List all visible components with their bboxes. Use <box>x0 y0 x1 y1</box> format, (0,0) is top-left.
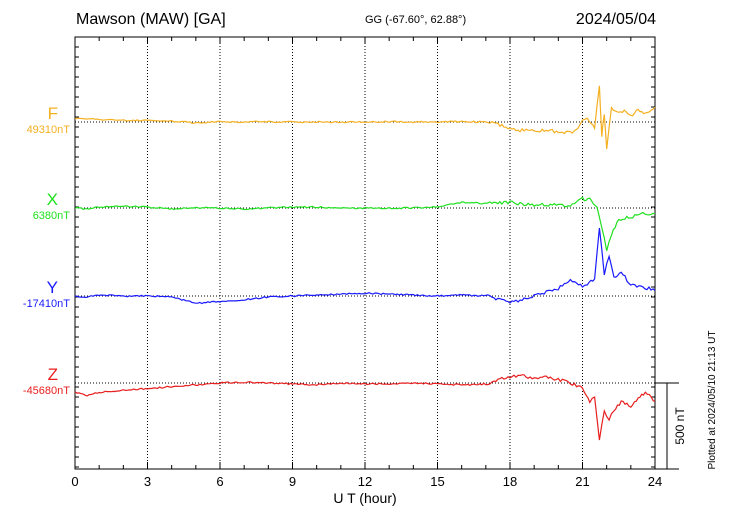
x-tick-label-15: 15 <box>430 474 444 489</box>
series-name-F: F <box>47 104 58 123</box>
x-tick-label-3: 3 <box>144 474 151 489</box>
x-tick-label-24: 24 <box>648 474 662 489</box>
series-line-F <box>74 85 656 150</box>
series-line-X <box>74 196 655 251</box>
station-title: Mawson (MAW) [GA] <box>76 11 226 28</box>
x-tick-label-9: 9 <box>289 474 296 489</box>
series-baseline-F: 49310nT <box>26 124 70 136</box>
series-baseline-Z: -45680nT <box>22 385 70 397</box>
series-name-X: X <box>46 190 58 209</box>
series-baseline-Y: -17410nT <box>22 298 70 310</box>
x-tick-label-21: 21 <box>575 474 589 489</box>
x-axis-label: U T (hour) <box>333 490 396 506</box>
x-tick-label-12: 12 <box>358 474 372 489</box>
coordinates-label: GG (-67.60°, 62.88°) <box>365 14 467 26</box>
date-label: 2024/05/04 <box>575 11 656 28</box>
series-name-Z: Z <box>47 365 58 384</box>
plotted-at-note: Plotted at 2024/05/10 21:13 UT <box>707 331 718 470</box>
series-baseline-X: 6380nT <box>32 210 70 222</box>
axis-ticks <box>74 36 656 469</box>
series-line-Z <box>74 374 656 441</box>
series-line-Y <box>74 227 656 305</box>
x-tick-labels: 0 3 6 9 12 15 18 21 24 <box>71 474 662 489</box>
scale-bar: 500 nT <box>655 382 687 470</box>
series-name-Y: Y <box>46 278 58 297</box>
x-tick-label-6: 6 <box>216 474 223 489</box>
x-tick-label-0: 0 <box>71 474 78 489</box>
scale-bar-label: 500 nT <box>673 407 687 445</box>
x-tick-label-18: 18 <box>503 474 517 489</box>
series-lines <box>74 85 656 441</box>
vertical-gridlines <box>147 37 583 469</box>
